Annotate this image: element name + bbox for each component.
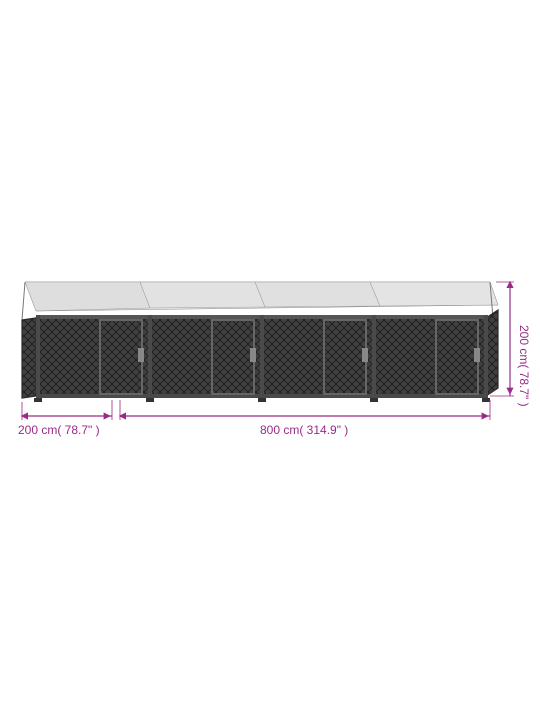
dimension-label-height: 200 cm( 78.7" ) (517, 325, 531, 407)
dimension-label-width: 800 cm( 314.9" ) (260, 423, 348, 437)
product-dimension-diagram: 200 cm( 78.7" ) 800 cm( 314.9" ) 200 cm(… (0, 0, 540, 720)
dimension-label-depth: 200 cm( 78.7" ) (18, 423, 100, 437)
diagram-svg: 200 cm( 78.7" ) 800 cm( 314.9" ) 200 cm(… (0, 0, 540, 720)
